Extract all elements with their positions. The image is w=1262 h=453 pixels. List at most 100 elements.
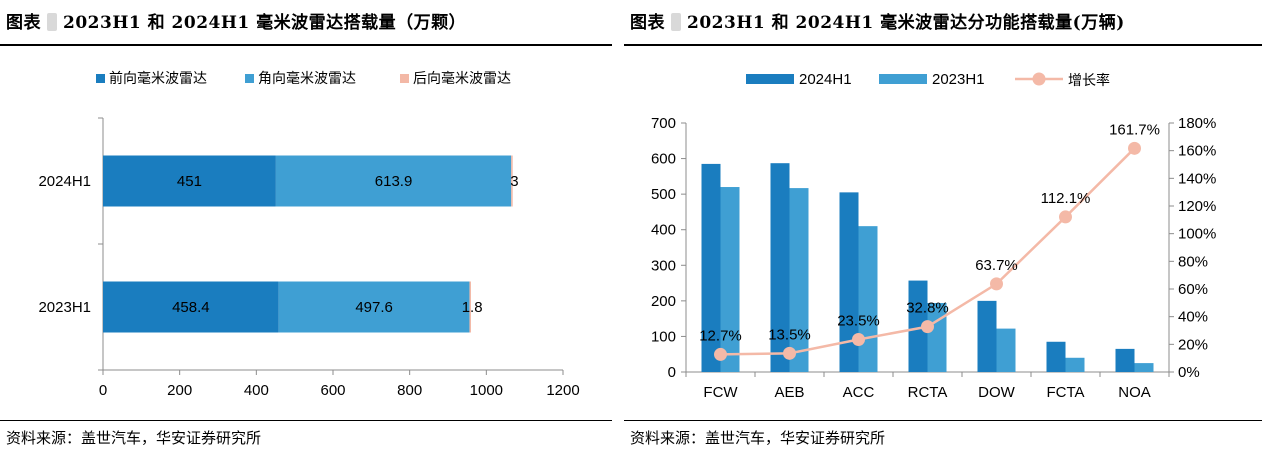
legend-swatch	[400, 74, 409, 83]
right-chart-title: 图表 2023H1 和 2024H1 毫米波雷达分功能搭载量(万辆)	[630, 6, 1125, 40]
stacked-bar-chart: 0 200 400 600 800 1000 1200 2024H1 451 613.9 3 2023…	[38, 70, 579, 399]
growth-point	[852, 332, 865, 346]
data-label: 451	[177, 173, 202, 190]
bar	[839, 192, 859, 372]
bar-segment	[103, 155, 276, 207]
legend-swatch	[879, 74, 927, 84]
title-marker-icon	[671, 13, 681, 31]
bar	[977, 300, 997, 372]
left-y-tick-label: 600	[651, 151, 676, 168]
bar-segment	[275, 155, 512, 207]
right-title-label: 图表	[630, 13, 665, 33]
x-tick-label: 1200	[546, 382, 579, 399]
left-y-tick-label: 400	[651, 222, 676, 239]
bar	[1065, 357, 1085, 372]
left-y-tick-label: 200	[651, 293, 676, 310]
bar	[927, 302, 947, 372]
right-y-tick-label: 120%	[1178, 198, 1216, 215]
left-chart-panel: 图表 2023H1 和 2024H1 毫米波雷达搭载量（万颗） 0 200 400 60…	[0, 0, 612, 453]
growth-point	[921, 320, 934, 334]
growth-label: 23.5%	[837, 312, 880, 329]
right-chart-panel: 图表 2023H1 和 2024H1 毫米波雷达分功能搭载量(万辆) 0 100 20…	[624, 0, 1262, 453]
legend-label: 角向毫米波雷达	[258, 70, 356, 86]
y-category-label: 2024H1	[38, 173, 91, 190]
left-title-text: 2023H1 和 2024H1 毫米波雷达搭载量（万颗）	[63, 13, 467, 33]
growth-label: 12.7%	[699, 327, 742, 344]
bar	[701, 163, 721, 372]
x-tick-label: 1000	[470, 382, 503, 399]
left-y-tick-label: 500	[651, 186, 676, 203]
right-source-note: 资料来源：盖世汽车，华安证券研究所	[630, 429, 886, 447]
bar	[908, 280, 928, 372]
legend-label: 2024H1	[799, 71, 852, 88]
right-top-rule	[624, 44, 1262, 46]
data-label: 3	[510, 173, 518, 190]
bar-segment	[469, 281, 471, 333]
growth-label: 161.7%	[1109, 121, 1160, 138]
bar	[1046, 341, 1066, 372]
y-category-label: 2023H1	[38, 299, 91, 316]
data-label: 613.9	[375, 173, 413, 190]
growth-label: 13.5%	[768, 326, 811, 343]
bar	[789, 188, 809, 372]
left-y-tick-label: 0	[668, 364, 676, 381]
bar-segment	[278, 281, 470, 333]
legend-swatch	[746, 74, 794, 84]
legend-label: 后向毫米波雷达	[413, 70, 511, 86]
legend-label: 2023H1	[932, 71, 985, 88]
bar	[1115, 348, 1135, 372]
right-y-tick-label: 80%	[1178, 253, 1208, 270]
right-title-text: 2023H1 和 2024H1 毫米波雷达分功能搭载量(万辆)	[687, 13, 1125, 33]
x-category-label: NOA	[1118, 384, 1151, 401]
data-label: 497.6	[355, 299, 393, 316]
right-y-tick-label: 20%	[1178, 336, 1208, 353]
bar-segment	[103, 281, 279, 333]
growth-point	[990, 277, 1003, 291]
right-y-tick-label: 180%	[1178, 115, 1216, 132]
function-bar-line-chart: 0 100 200 300 400 500 600 700 0% 20% 40% 60% 80% 100%…	[651, 71, 1216, 401]
x-tick-label: 0	[99, 382, 107, 399]
left-y-tick-label: 300	[651, 257, 676, 274]
bar	[720, 187, 740, 372]
x-tick-label: 400	[244, 382, 269, 399]
right-y-tick-label: 140%	[1178, 170, 1216, 187]
x-tick-label: 600	[320, 382, 345, 399]
right-y-tick-label: 100%	[1178, 226, 1216, 243]
left-source-note: 资料来源：盖世汽车，华安证券研究所	[6, 429, 262, 447]
growth-label: 112.1%	[1041, 190, 1091, 207]
legend-label: 增长率	[1068, 72, 1110, 88]
x-category-label: AEB	[774, 384, 804, 401]
growth-label: 32.8%	[906, 300, 949, 317]
right-y-tick-label: 160%	[1178, 143, 1216, 160]
right-bottom-rule	[624, 420, 1262, 421]
left-y-tick-label: 100	[651, 328, 676, 345]
data-label: 458.4	[172, 299, 210, 316]
data-label: 1.8	[462, 299, 483, 316]
x-tick-label: 800	[397, 382, 422, 399]
growth-point	[714, 347, 727, 361]
growth-point	[1059, 210, 1072, 224]
left-top-rule	[0, 44, 612, 46]
title-marker-icon	[47, 13, 57, 31]
legend-label: 前向毫米波雷达	[109, 70, 207, 86]
growth-point	[1128, 141, 1141, 155]
left-y-tick-label: 700	[651, 115, 676, 132]
legend-swatch	[96, 74, 105, 83]
left-bottom-rule	[0, 420, 612, 421]
legend-marker	[1032, 72, 1046, 86]
x-category-label: FCW	[703, 384, 738, 401]
right-y-tick-label: 60%	[1178, 281, 1208, 298]
bar	[770, 163, 790, 372]
x-tick-label: 200	[167, 382, 192, 399]
right-y-tick-label: 40%	[1178, 309, 1208, 326]
right-y-tick-label: 0%	[1178, 364, 1200, 381]
bar	[996, 328, 1016, 372]
x-category-label: ACC	[843, 384, 875, 401]
x-category-label: DOW	[978, 384, 1016, 401]
x-category-label: FCTA	[1046, 384, 1084, 401]
growth-label: 63.7%	[975, 257, 1018, 274]
growth-point	[783, 346, 796, 360]
bar	[1134, 363, 1154, 372]
left-title-label: 图表	[6, 13, 41, 33]
left-chart-title: 图表 2023H1 和 2024H1 毫米波雷达搭载量（万颗）	[6, 6, 466, 40]
